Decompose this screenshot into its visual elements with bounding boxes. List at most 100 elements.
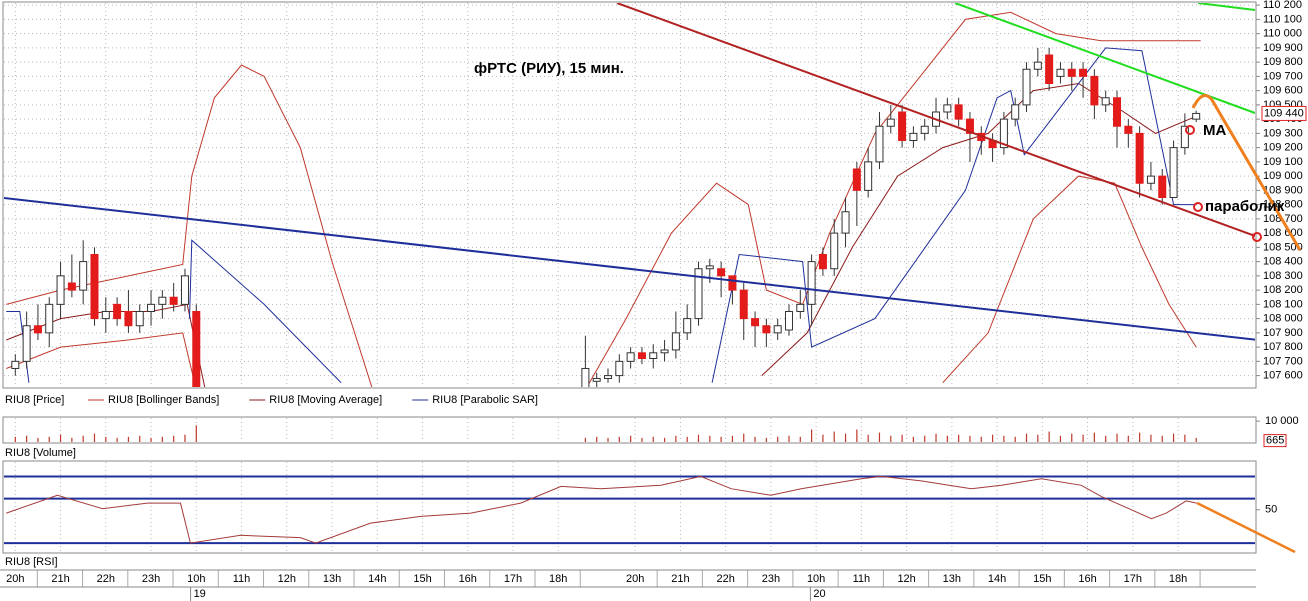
trend-line bbox=[4, 197, 1255, 341]
volume-bar bbox=[822, 434, 824, 442]
volume-bar bbox=[663, 437, 666, 442]
volume-bar bbox=[754, 436, 756, 442]
volume-bar bbox=[48, 436, 50, 442]
legend-label: RIU8 [Parabolic SAR] bbox=[432, 394, 538, 406]
candle-body bbox=[717, 268, 726, 277]
volume-bar bbox=[1003, 435, 1005, 442]
x-tick-label: 22h bbox=[97, 573, 115, 585]
volume-bar bbox=[1195, 437, 1197, 442]
candle-body bbox=[1056, 68, 1065, 77]
x-tick-label: 14h bbox=[368, 573, 386, 585]
x-tick-label: 23h bbox=[142, 573, 160, 585]
y-tick-label: 110 100 bbox=[1263, 13, 1302, 25]
candle-body bbox=[705, 265, 714, 270]
x-tick-label: 12h bbox=[897, 573, 915, 585]
candle-body bbox=[33, 325, 42, 334]
volume-bar bbox=[890, 435, 892, 442]
last-price-box bbox=[1261, 105, 1307, 121]
price-frame bbox=[2, 1, 1257, 389]
volume-bar bbox=[969, 435, 971, 442]
candle-body bbox=[751, 318, 760, 327]
candle-body bbox=[581, 367, 590, 387]
candle-body bbox=[1158, 175, 1167, 198]
x-tick-label: 21h bbox=[51, 573, 69, 585]
y-tick-label: 108 300 bbox=[1263, 270, 1303, 282]
volume-bar bbox=[946, 435, 948, 442]
volume-bar bbox=[607, 437, 609, 442]
candle-body bbox=[1146, 175, 1155, 184]
y-tick-label: 110 000 bbox=[1263, 28, 1302, 40]
day-label: 19 bbox=[194, 588, 206, 600]
volume-bar bbox=[71, 437, 73, 442]
candle-body bbox=[954, 104, 963, 120]
annotation: МА bbox=[1203, 122, 1226, 139]
candle-body bbox=[56, 275, 65, 305]
indicator-line bbox=[6, 11, 1201, 387]
candle-body bbox=[683, 318, 692, 334]
volume-bar bbox=[184, 434, 186, 442]
panel-label: RIU8 [Volume] bbox=[5, 447, 76, 459]
candle-body bbox=[1022, 68, 1031, 106]
volume-bar bbox=[641, 437, 643, 442]
last-value-label: 665 bbox=[1266, 435, 1284, 447]
volume-bar bbox=[584, 437, 586, 442]
y-tick-label: 107 600 bbox=[1263, 370, 1303, 382]
candle-body bbox=[135, 310, 144, 327]
volume-bar bbox=[195, 425, 197, 442]
volume-bar bbox=[856, 429, 858, 442]
x-tick-label: 16h bbox=[1078, 573, 1096, 585]
volume-bar bbox=[127, 436, 130, 442]
y-tick-label: 108 400 bbox=[1263, 256, 1303, 268]
candle-body bbox=[22, 325, 31, 362]
volume-bar bbox=[765, 437, 767, 442]
rsi-frame bbox=[2, 460, 1257, 554]
volume-bar bbox=[596, 436, 598, 442]
chart-title: фРТС (РИУ), 15 мин. bbox=[474, 60, 624, 77]
volume-bar bbox=[59, 434, 62, 442]
volume-bar bbox=[1093, 432, 1095, 442]
day-label: 20 bbox=[813, 588, 825, 600]
volume-bar bbox=[1037, 434, 1039, 442]
candle-body bbox=[728, 275, 737, 291]
candle-body bbox=[1011, 104, 1020, 120]
forecast-arrow bbox=[1191, 94, 1302, 251]
indicator-line bbox=[6, 175, 1197, 387]
x-tick-label: 11h bbox=[233, 573, 251, 585]
marker bbox=[1185, 125, 1195, 135]
volume-bar bbox=[652, 436, 654, 442]
candle-body bbox=[1113, 97, 1122, 127]
y-tick-label: 108 200 bbox=[1263, 284, 1303, 296]
legend-label: RIU8 [Bollinger Bands] bbox=[108, 394, 219, 406]
candle-body bbox=[920, 125, 929, 134]
volume-bar bbox=[686, 436, 688, 442]
axes: 107 600 107 700 107 800 107 900 108 000 108 1… bbox=[5, 0, 1307, 601]
volume-bar bbox=[630, 435, 632, 442]
candle-body bbox=[79, 261, 88, 291]
volume-bar bbox=[731, 435, 734, 442]
candle-body bbox=[192, 310, 201, 387]
candle-body bbox=[1169, 147, 1178, 198]
candle-body bbox=[852, 168, 861, 191]
x-tick-label: 23h bbox=[762, 573, 780, 585]
x-tick-label: 11h bbox=[853, 573, 871, 585]
last-value-box bbox=[1263, 434, 1287, 448]
candle-body bbox=[841, 211, 850, 234]
volume-bar bbox=[878, 432, 881, 442]
candle-body bbox=[660, 349, 669, 354]
volume-bar bbox=[1127, 435, 1129, 442]
candle-body bbox=[158, 296, 167, 305]
trend-line bbox=[1197, 3, 1255, 11]
x-tick-label: 15h bbox=[413, 573, 431, 585]
y-tick-label: 109 800 bbox=[1263, 56, 1303, 68]
volume-plot bbox=[14, 418, 1197, 442]
candle-body bbox=[965, 118, 974, 134]
y-tick-label: 109 000 bbox=[1263, 170, 1303, 182]
candle-body bbox=[604, 375, 613, 379]
volume-bar bbox=[991, 434, 994, 442]
volume-bar bbox=[139, 435, 141, 442]
y-tick-label: 10 000 bbox=[1265, 415, 1299, 427]
volume-bar bbox=[788, 435, 790, 442]
x-tick-label: 18h bbox=[1169, 573, 1187, 585]
volume-frame bbox=[2, 416, 1257, 444]
